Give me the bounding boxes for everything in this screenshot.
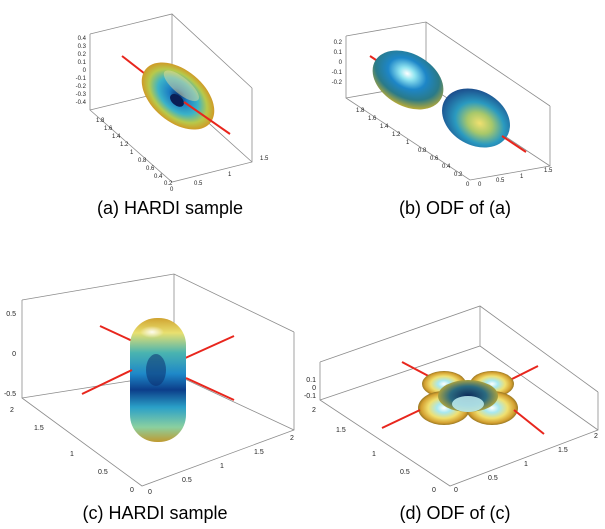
x-ticks-d: 0 0.5 1 1.5 2 xyxy=(454,433,598,494)
torus-surface xyxy=(129,49,227,143)
x-tick: 1 xyxy=(220,463,224,470)
odf-cross-surface xyxy=(418,371,518,425)
axis-line-2-front xyxy=(514,410,544,434)
z-tick: -0.1 xyxy=(332,70,343,76)
x-tick: 0.5 xyxy=(194,181,203,187)
y-tick: 0.5 xyxy=(98,469,108,476)
y-tick: 0 xyxy=(466,182,470,188)
panel-b: 0.2 0.1 0 -0.1 -0.2 1.8 1.6 1.4 1.2 1 0.… xyxy=(330,18,570,190)
y-tick: 0.4 xyxy=(154,174,163,180)
plot-d: 0.1 0 -0.1 2 1.5 1 0.5 0 0 0.5 1 1.5 2 xyxy=(308,300,603,496)
y-ticks-c: 2 1.5 1 0.5 0 xyxy=(10,407,134,494)
z-tick: 0 xyxy=(12,351,16,358)
y-tick: 0 xyxy=(432,487,436,494)
y-ticks-d: 2 1.5 1 0.5 0 xyxy=(312,407,436,494)
y-tick: 1.5 xyxy=(34,425,44,432)
z-tick: -0.4 xyxy=(76,100,87,106)
x-ticks-c: 0 0.5 1 1.5 2 xyxy=(148,435,294,496)
y-tick: 0.6 xyxy=(146,166,155,172)
x-tick: 0 xyxy=(148,489,152,496)
z-tick: -0.1 xyxy=(304,393,316,400)
x-tick: 0.5 xyxy=(182,477,192,484)
z-tick: 0 xyxy=(83,68,87,74)
z-tick: -0.2 xyxy=(332,80,343,86)
z-tick: 0 xyxy=(339,60,343,66)
y-tick: 1 xyxy=(406,140,410,146)
pill-surface xyxy=(130,318,186,442)
y-tick: 1 xyxy=(130,150,134,156)
x-tick: 1.5 xyxy=(544,168,553,174)
x-ticks-b: 0 0.5 1 1.5 xyxy=(478,168,553,188)
y-tick: 1.2 xyxy=(120,142,129,148)
x-tick: 1.5 xyxy=(254,449,264,456)
z-tick: 0.1 xyxy=(306,377,316,384)
plot-a: 0.4 0.3 0.2 0.1 0 -0.1 -0.2 -0.3 -0.4 1.… xyxy=(52,10,284,190)
y-tick: 0 xyxy=(170,187,174,193)
z-tick: 0 xyxy=(312,385,316,392)
y-tick: 2 xyxy=(10,407,14,414)
panel-d: 0.1 0 -0.1 2 1.5 1 0.5 0 0 0.5 1 1.5 2 xyxy=(308,300,603,496)
z-tick: 0.5 xyxy=(6,311,16,318)
x-tick: 1.5 xyxy=(260,156,269,162)
y-tick: 1.4 xyxy=(112,134,121,140)
z-ticks-b: 0.2 0.1 0 -0.1 -0.2 xyxy=(332,40,343,86)
x-tick: 1 xyxy=(520,174,524,180)
y-tick: 1.6 xyxy=(104,126,113,132)
y-tick: 1.8 xyxy=(96,118,105,124)
plot-b: 0.2 0.1 0 -0.1 -0.2 1.8 1.6 1.4 1.2 1 0.… xyxy=(330,18,570,190)
y-tick: 1 xyxy=(70,451,74,458)
y-tick: 0 xyxy=(130,487,134,494)
y-tick: 1.6 xyxy=(368,116,377,122)
x-ticks-a: 0.5 1 1.5 xyxy=(194,156,269,187)
y-tick: 0.4 xyxy=(442,164,451,170)
z-tick: -0.5 xyxy=(4,391,16,398)
z-tick: 0.3 xyxy=(78,44,87,50)
x-tick: 1 xyxy=(524,461,528,468)
caption-a: (a) HARDI sample xyxy=(70,198,270,219)
z-tick: 0.4 xyxy=(78,36,87,42)
z-tick: -0.1 xyxy=(76,76,87,82)
caption-b: (b) ODF of (a) xyxy=(355,198,555,219)
plot-c: 0.5 0 -0.5 2 1.5 1 0.5 0 0 0.5 1 1.5 2 xyxy=(2,270,302,496)
z-tick: 0.1 xyxy=(78,60,87,66)
y-tick: 0.8 xyxy=(418,148,427,154)
axis-line-1-front xyxy=(382,410,420,428)
x-tick: 2 xyxy=(290,435,294,442)
y-tick: 1.8 xyxy=(356,108,365,114)
y-tick: 1 xyxy=(372,451,376,458)
x-tick: 0 xyxy=(454,487,458,494)
x-tick: 2 xyxy=(594,433,598,440)
z-tick: -0.2 xyxy=(76,84,87,90)
axis-line-front xyxy=(502,136,526,152)
y-tick: 0.8 xyxy=(138,158,147,164)
y-tick: 0.2 xyxy=(454,172,463,178)
z-tick: 0.2 xyxy=(78,52,87,58)
z-tick: 0.2 xyxy=(334,40,343,46)
panel-a: 0.4 0.3 0.2 0.1 0 -0.1 -0.2 -0.3 -0.4 1.… xyxy=(52,10,284,190)
x-tick: 1 xyxy=(228,172,232,178)
x-tick: 1.5 xyxy=(558,447,568,454)
y-tick: 2 xyxy=(312,407,316,414)
caption-c: (c) HARDI sample xyxy=(45,503,265,524)
z-tick: 0.1 xyxy=(334,50,343,56)
y-ticks-a: 1.8 1.6 1.4 1.2 1 0.8 0.6 0.4 0.2 0 xyxy=(96,118,174,193)
z-tick: -0.3 xyxy=(76,92,87,98)
x-tick: 0.5 xyxy=(496,178,505,184)
y-tick: 0.5 xyxy=(400,469,410,476)
x-tick: 0 xyxy=(478,182,482,188)
axis-line-2-front xyxy=(186,378,234,400)
y-tick: 0.6 xyxy=(430,156,439,162)
caption-d: (d) ODF of (c) xyxy=(355,503,555,524)
odf-lobe-lower xyxy=(431,77,520,160)
y-tick: 1.2 xyxy=(392,132,401,138)
z-ticks-c: 0.5 0 -0.5 xyxy=(4,311,16,398)
z-ticks-a: 0.4 0.3 0.2 0.1 0 -0.1 -0.2 -0.3 -0.4 xyxy=(76,36,87,106)
odf-lobe-upper xyxy=(362,38,454,121)
y-tick: 1.5 xyxy=(336,427,346,434)
y-tick: 1.4 xyxy=(380,124,389,130)
x-tick: 0.5 xyxy=(488,475,498,482)
panel-c: 0.5 0 -0.5 2 1.5 1 0.5 0 0 0.5 1 1.5 2 xyxy=(2,270,302,496)
z-ticks-d: 0.1 0 -0.1 xyxy=(304,377,316,400)
